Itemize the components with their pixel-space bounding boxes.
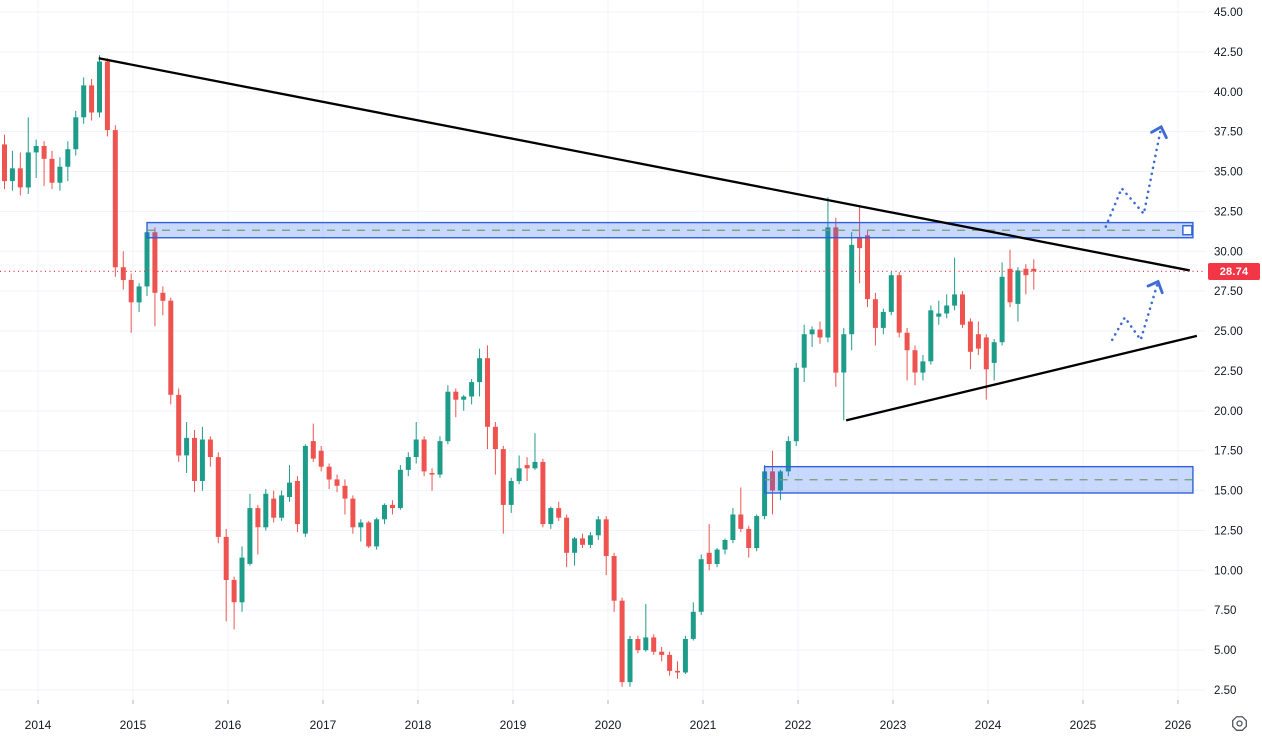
price-axis-label: 42.50 xyxy=(1214,47,1243,59)
price-axis-label: 27.50 xyxy=(1214,286,1243,298)
price-axis-label: 10.00 xyxy=(1214,565,1243,577)
price-axis-label: 45.00 xyxy=(1214,7,1243,19)
time-axis-label: 2023 xyxy=(880,718,907,732)
time-axis-label: 2019 xyxy=(500,718,527,732)
time-axis[interactable]: 2014 2015 2016 2017 2018 2019 2020 2021 2022 2023… xyxy=(25,700,1192,732)
time-axis-label: 2020 xyxy=(595,718,622,732)
price-axis-label: 2.50 xyxy=(1214,685,1236,697)
candle-series xyxy=(2,55,1037,687)
time-axis-label: 2026 xyxy=(1165,718,1192,732)
price-axis-label: 12.50 xyxy=(1214,526,1243,538)
time-axis-label: 2022 xyxy=(785,718,812,732)
price-axis-label: 22.50 xyxy=(1214,366,1243,378)
zone-resize-handle[interactable] xyxy=(1182,225,1193,236)
price-axis[interactable]: 45.00 42.50 40.00 37.50 35.00 32.50 30.00 27.50… xyxy=(1214,7,1243,697)
price-axis-label: 30.00 xyxy=(1214,246,1243,258)
time-axis-label: 2014 xyxy=(25,718,52,732)
price-axis-label: 15.00 xyxy=(1214,486,1243,498)
price-axis-label: 17.50 xyxy=(1214,446,1243,458)
time-axis-label: 2015 xyxy=(120,718,147,732)
time-axis-label: 2017 xyxy=(310,718,337,732)
price-axis-label: 20.00 xyxy=(1214,406,1243,418)
upper-supply-zone[interactable] xyxy=(146,221,1194,239)
price-axis-label: 7.50 xyxy=(1214,605,1236,617)
price-axis-label: 25.00 xyxy=(1214,326,1243,338)
lower-demand-zone[interactable] xyxy=(763,465,1194,494)
price-axis-label: 35.00 xyxy=(1214,167,1243,179)
descending-resistance[interactable] xyxy=(98,57,1190,272)
price-axis-label: 5.00 xyxy=(1214,645,1236,657)
price-axis-label: 37.50 xyxy=(1214,127,1243,139)
ascending-support[interactable] xyxy=(845,334,1198,422)
time-axis-label: 2016 xyxy=(215,718,242,732)
time-axis-label: 2025 xyxy=(1070,718,1097,732)
lower-projection-arrow[interactable] xyxy=(1110,279,1164,343)
time-axis-label: 2018 xyxy=(405,718,432,732)
time-axis-label: 2024 xyxy=(975,718,1002,732)
time-axis-label: 2021 xyxy=(690,718,717,732)
chart-settings-button[interactable] xyxy=(1228,712,1250,734)
last-price-label: 28.74 xyxy=(1208,263,1260,280)
price-axis-label: 32.50 xyxy=(1214,206,1243,218)
gear-icon xyxy=(1231,715,1247,731)
price-axis-label: 40.00 xyxy=(1214,87,1243,99)
grid xyxy=(0,0,1205,700)
